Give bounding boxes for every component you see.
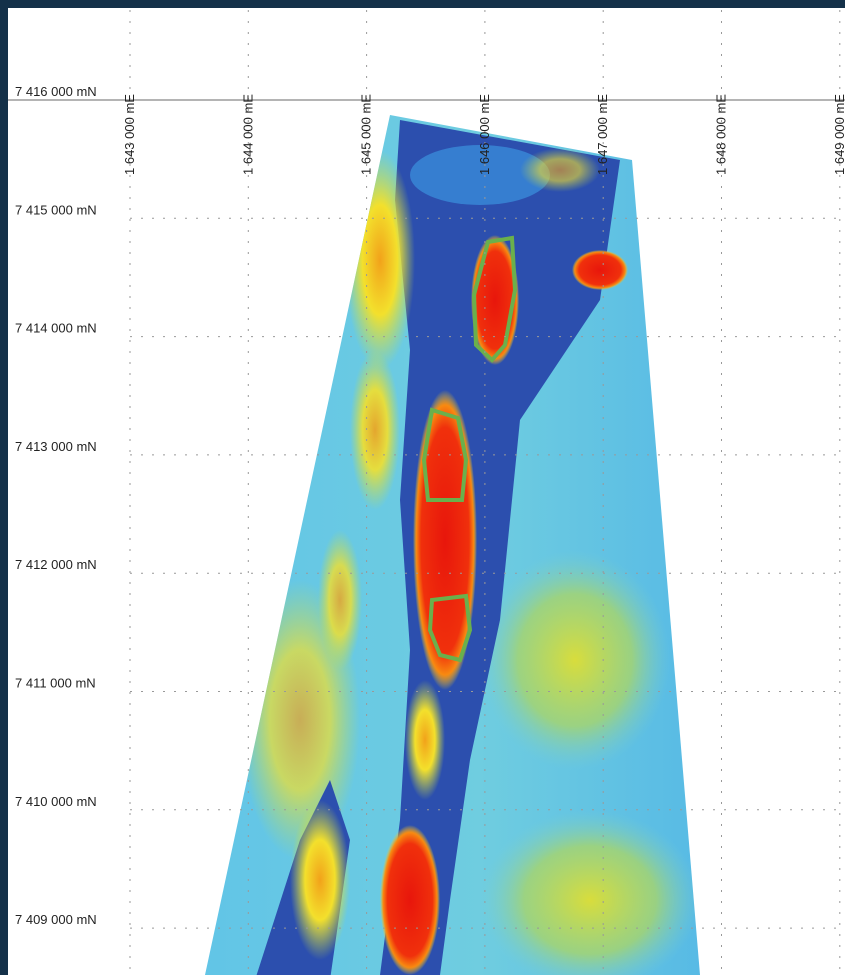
easting-label: 1 648 000 mE — [714, 94, 729, 175]
northing-label: 7 415 000 mN — [15, 202, 97, 217]
northing-label: 7 409 000 mN — [15, 912, 97, 927]
easting-label: 1 643 000 mE — [122, 94, 137, 175]
map: 1 643 000 mE 1 644 000 mE 1 645 000 mE 1 64… — [8, 8, 845, 975]
northing-label: 7 413 000 mN — [15, 439, 97, 454]
easting-label: 1 645 000 mE — [359, 94, 374, 175]
northing-label: 7 414 000 mN — [15, 321, 97, 336]
easting-label: 1 649 000 mE — [832, 94, 845, 175]
northing-label: 7 410 000 mN — [15, 794, 97, 809]
easting-label: 1 644 000 mE — [240, 94, 255, 175]
northing-label: 7 412 000 mN — [15, 557, 97, 572]
northing-label: 7 411 000 mN — [15, 676, 96, 691]
map-frame: 1 643 000 mE 1 644 000 mE 1 645 000 mE 1 64… — [0, 0, 845, 975]
northing-label: 7 416 000 mN — [15, 84, 97, 99]
survey-area — [150, 100, 750, 975]
easting-label: 1 647 000 mE — [595, 94, 610, 175]
easting-label: 1 646 000 mE — [477, 94, 492, 175]
